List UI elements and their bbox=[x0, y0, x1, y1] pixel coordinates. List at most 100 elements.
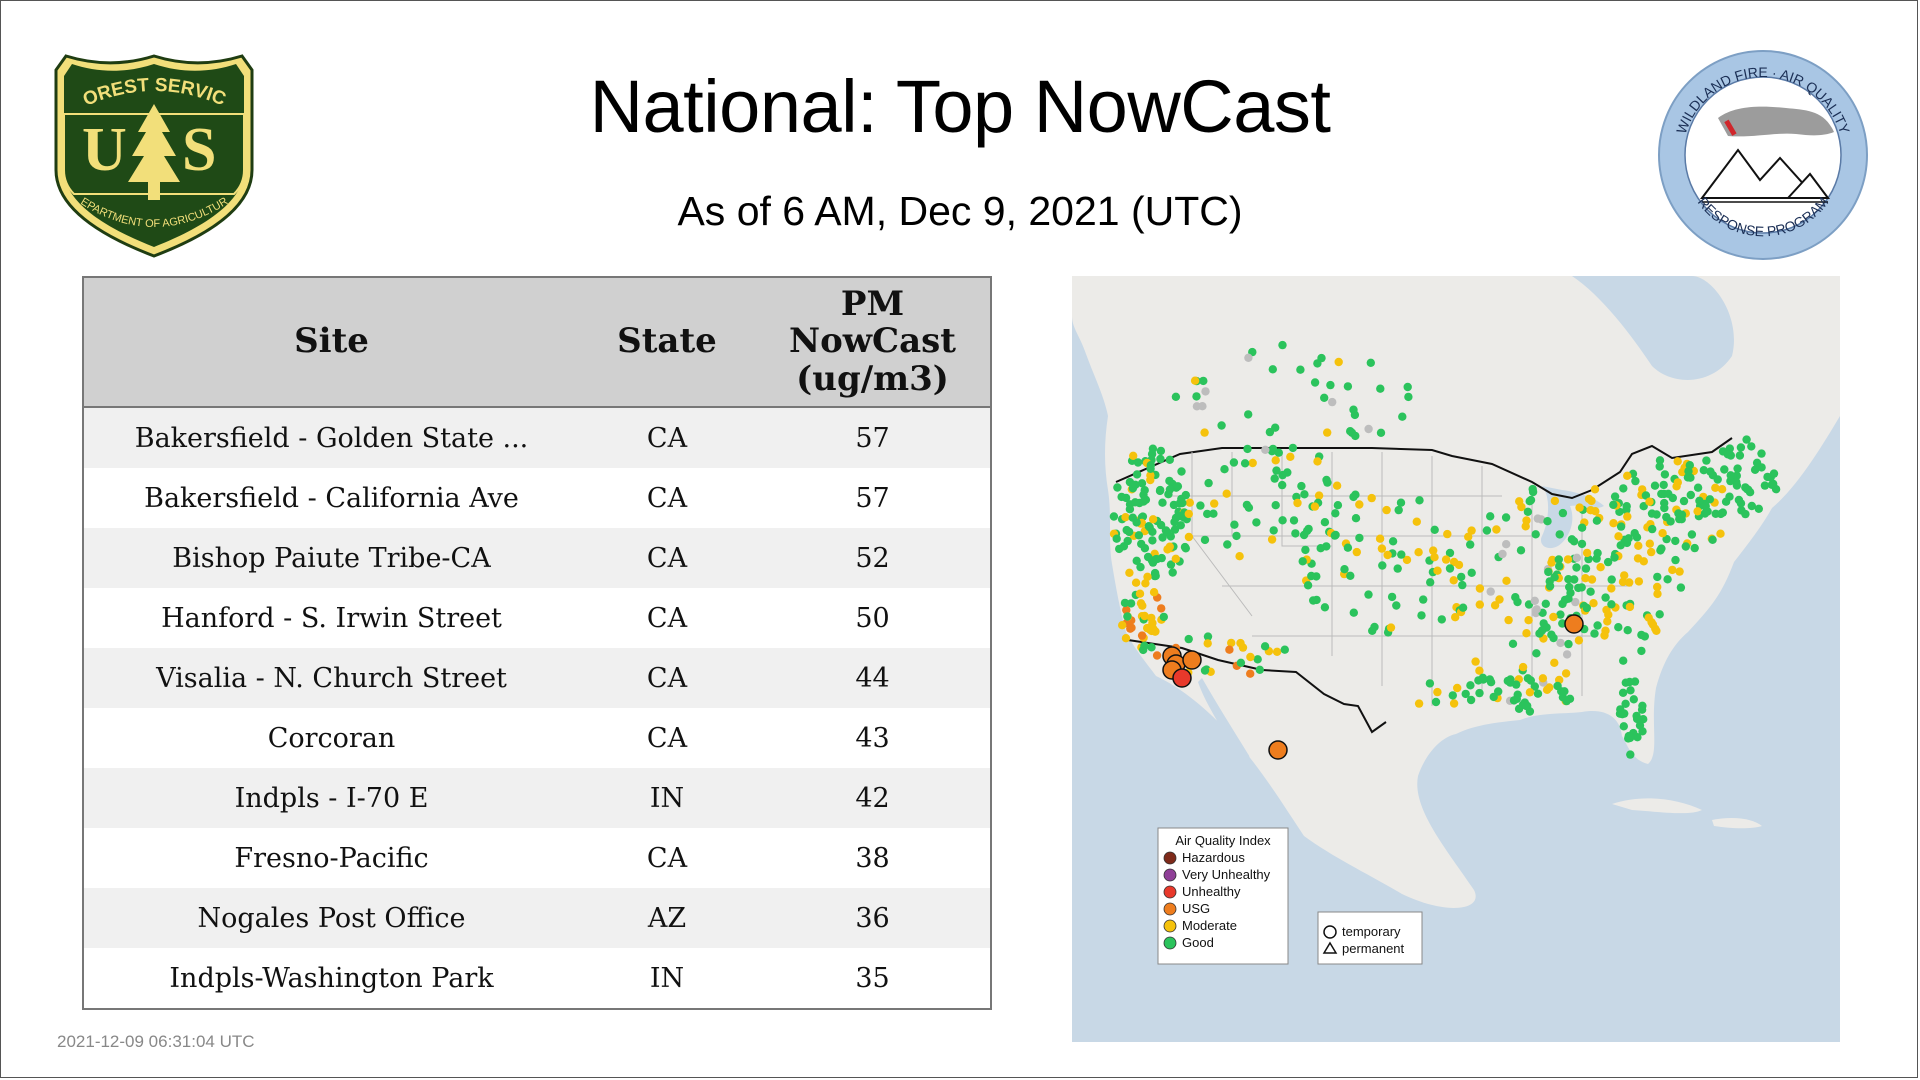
monitor-dot bbox=[1355, 533, 1364, 543]
monitor-dot bbox=[1625, 677, 1634, 687]
monitor-dot bbox=[1747, 501, 1756, 511]
monitor-dot bbox=[1240, 459, 1250, 468]
monitor-dot bbox=[1140, 611, 1149, 621]
monitor-dot bbox=[1530, 682, 1539, 691]
monitor-dot bbox=[1708, 471, 1718, 480]
monitor-dot bbox=[1639, 502, 1648, 511]
monitor-dot bbox=[1397, 550, 1406, 559]
monitor-dot bbox=[1156, 454, 1165, 464]
monitor-dot bbox=[1386, 623, 1396, 632]
monitor-dot bbox=[1607, 575, 1616, 584]
monitor-dot bbox=[1419, 595, 1428, 604]
monitor-dot bbox=[1123, 536, 1132, 546]
monitor-dot bbox=[1445, 564, 1455, 573]
monitor-dot bbox=[1320, 393, 1329, 402]
monitor-dot bbox=[1377, 544, 1387, 553]
generated-timestamp: 2021-12-09 06:31:04 UTC bbox=[57, 1032, 255, 1051]
wildland-fire-air-quality-seal-icon: WILDLAND FIRE · AIR QUALITY RESPONSE PRO… bbox=[1658, 50, 1868, 260]
monitor-dot bbox=[1501, 513, 1511, 522]
monitor-dot bbox=[1577, 523, 1587, 532]
monitor-dot bbox=[1310, 502, 1320, 511]
monitor-dot bbox=[1660, 470, 1670, 479]
monitor-dot bbox=[1556, 638, 1565, 648]
monitor-dot bbox=[1140, 544, 1150, 553]
monitor-dot bbox=[1492, 525, 1501, 534]
monitor-dot bbox=[1550, 658, 1559, 667]
monitor-dot bbox=[1653, 582, 1662, 592]
table-header-row: Site State PM NowCast (ug/m3) bbox=[83, 277, 991, 408]
cuba-island bbox=[1612, 798, 1702, 814]
monitor-dot bbox=[1513, 597, 1522, 607]
monitor-dot bbox=[1151, 571, 1160, 581]
monitor-dot bbox=[1737, 506, 1746, 515]
monitor-dot bbox=[1690, 543, 1699, 553]
monitor-dot bbox=[1140, 486, 1149, 495]
monitor-dot bbox=[1547, 558, 1556, 567]
monitor-dot bbox=[1449, 699, 1459, 708]
state-cell: CA bbox=[579, 407, 755, 468]
monitor-dot bbox=[1376, 384, 1385, 393]
monitor-dot bbox=[1147, 613, 1156, 623]
monitor-dot bbox=[1112, 534, 1121, 543]
monitor-dot bbox=[1648, 524, 1657, 534]
monitor-dot bbox=[1310, 378, 1320, 387]
monitor-dot bbox=[1417, 611, 1426, 620]
monitor-dot bbox=[1261, 445, 1270, 454]
legend-swatch bbox=[1163, 851, 1177, 865]
monitor-dot bbox=[1323, 428, 1332, 437]
monitor-dot bbox=[1734, 495, 1744, 505]
monitor-dot bbox=[1109, 512, 1119, 521]
monitor-dot bbox=[1555, 530, 1564, 539]
monitor-dot bbox=[1230, 520, 1239, 529]
monitor-dot bbox=[1620, 571, 1629, 580]
monitor-dot bbox=[1404, 392, 1413, 402]
monitor-dot bbox=[1291, 529, 1300, 538]
monitor-dot bbox=[1300, 490, 1309, 499]
state-cell: CA bbox=[579, 708, 755, 768]
monitor-dot bbox=[1471, 657, 1480, 666]
monitor-dot bbox=[1533, 689, 1543, 698]
table-row: Bakersfield - Golden State ... CA 57 bbox=[83, 407, 991, 468]
monitor-dot bbox=[1679, 496, 1689, 506]
monitor-dot bbox=[1630, 529, 1639, 538]
monitor-dot bbox=[1426, 578, 1435, 587]
monitor-dot bbox=[1150, 627, 1160, 636]
aqi-legend: Air Quality Index Hazardous Very Unhealth… bbox=[1157, 827, 1289, 965]
monitor-dot bbox=[1760, 481, 1770, 490]
monitor-dot bbox=[1554, 555, 1563, 564]
legend-label: Unhealthy bbox=[1182, 884, 1241, 899]
air-quality-map[interactable]: Air Quality Index Hazardous Very Unhealth… bbox=[1072, 276, 1840, 1042]
monitor-dot bbox=[1652, 626, 1661, 635]
value-cell: 36 bbox=[755, 888, 991, 948]
monitor-dot bbox=[1553, 681, 1562, 691]
monitor-dot bbox=[1131, 480, 1140, 489]
monitor-dot bbox=[1184, 509, 1193, 519]
monitor-dot bbox=[1320, 518, 1330, 527]
monitor-dot bbox=[1200, 428, 1209, 437]
monitor-dot bbox=[1590, 629, 1599, 638]
monitor-dot bbox=[1326, 380, 1335, 390]
top-nowcast-table: Site State PM NowCast (ug/m3) Bakersfiel… bbox=[82, 276, 992, 1010]
monitor-dot bbox=[1602, 605, 1611, 615]
monitor-dot bbox=[1278, 340, 1287, 350]
monitor-dot bbox=[1717, 485, 1727, 494]
monitor-dot bbox=[1572, 553, 1582, 562]
highlight-monitor-dot bbox=[1564, 614, 1584, 634]
monitor-dot bbox=[1673, 457, 1682, 466]
monitor-dot bbox=[1204, 478, 1213, 488]
temporary-circle-icon bbox=[1323, 925, 1337, 939]
monitor-dot bbox=[1225, 645, 1234, 654]
monitor-dot bbox=[1504, 615, 1513, 625]
monitor-dot bbox=[1702, 456, 1711, 465]
monitor-dot bbox=[1757, 449, 1766, 458]
monitor-dot bbox=[1610, 553, 1619, 562]
value-cell: 43 bbox=[755, 708, 991, 768]
monitor-dot bbox=[1754, 504, 1763, 513]
monitor-dot bbox=[1203, 509, 1212, 519]
site-cell: Visalia - N. Church Street bbox=[83, 648, 579, 708]
monitor-dot bbox=[1244, 410, 1253, 419]
monitor-dot bbox=[1355, 500, 1364, 509]
monitor-dot bbox=[1641, 491, 1651, 500]
monitor-dot bbox=[1550, 573, 1559, 582]
monitor-dot bbox=[1307, 571, 1316, 581]
